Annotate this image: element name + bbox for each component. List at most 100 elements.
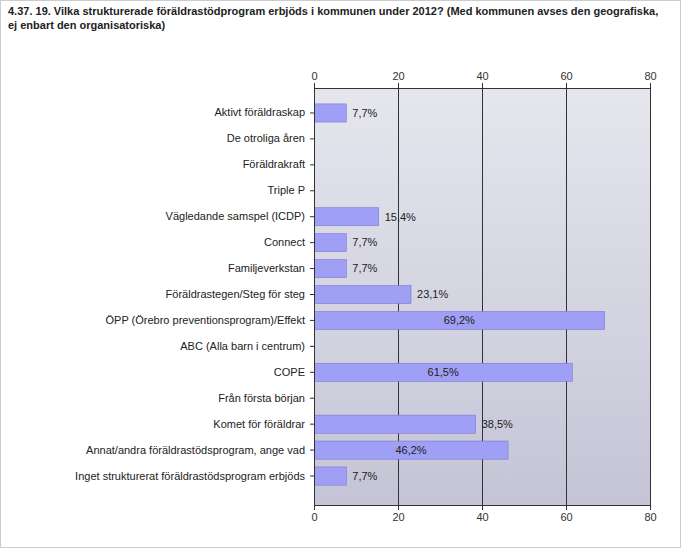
tick-mark [310,476,314,477]
tick-label: 20 [392,70,404,82]
category-label: Föräldrastegen/Steg för steg [166,288,305,300]
category-label: Föräldrakraft [243,158,305,170]
tick-label: 40 [476,70,488,82]
data-label: 7,7% [352,236,377,248]
tick: Triple P [268,184,315,196]
tick: Komet för föräldrar [213,418,314,430]
tick-mark [310,346,314,347]
tick-mark [310,450,314,451]
tick-mark [482,83,483,88]
grid-line [566,88,567,505]
axis-line [315,88,651,89]
tick: Aktivt föräldraskap [215,106,314,118]
tick: Föräldrastegen/Steg för steg [166,288,314,300]
data-label: 69,2% [444,314,475,326]
tick-mark [398,83,399,88]
tick-mark [310,398,314,399]
tick-label: 0 [311,511,317,523]
top-axis: 0 20 40 60 80 [311,70,656,89]
data-label: 23,1% [417,288,448,300]
bar [314,363,572,381]
tick-label: 20 [392,511,404,523]
tick-mark [650,505,651,510]
category-label: Komet för föräldrar [213,418,305,430]
tick-mark [310,424,314,425]
tick-mark [566,83,567,88]
category-label: Från första början [218,392,305,404]
data-label: 7,7% [352,470,377,482]
data-label: 38,5% [482,418,513,430]
category-label: ÖPP (Örebro preventionsprogram)/Effekt [105,314,305,326]
tick-label: 80 [644,511,656,523]
category-label: ABC (Alla barn i centrum) [180,340,305,352]
tick: Familjeverkstan [228,262,314,274]
data-label: 46,2% [395,444,426,456]
tick-mark [650,83,651,88]
tick-label: 40 [476,511,488,523]
tick-mark [310,320,314,321]
tick-mark [310,112,314,113]
axis-line [314,101,315,490]
tick-mark [310,216,314,217]
title: 4.37. 19. Vilka strukturerade föräldrast… [8,5,658,31]
tick-mark [310,268,314,269]
bar [314,441,508,459]
tick-mark [310,164,314,165]
tick: Föräldrakraft [243,158,314,170]
tick: 80 [644,70,656,88]
tick: Vägledande samspel (ICDP) [166,210,314,222]
tick: De otroliga åren [227,132,314,144]
tick-mark [482,505,483,510]
tick-mark [314,83,315,88]
bar [314,285,411,303]
tick: ÖPP (Örebro preventionsprogram)/Effekt [105,314,314,326]
bar [314,104,346,122]
tick: Annat/andra föräldrastödsprogram, ange v… [86,444,314,456]
category-axis: Aktivt föräldraskap De otroliga åren Föräl… [75,101,314,490]
tick: Från första början [218,392,314,404]
data-label: 61,5% [428,366,459,378]
panel [1,1,681,548]
data-label: 15,4% [385,211,416,223]
category-label: De otroliga åren [227,132,305,144]
bars [314,104,605,485]
tick: 20 [392,70,404,88]
tick: Connect [264,236,314,248]
tick-mark [310,372,314,373]
data-label: 7,7% [352,262,377,274]
category-label: Annat/andra föräldrastödsprogram, ange v… [86,444,305,456]
tick: 60 [560,505,572,523]
tick-mark [310,138,314,139]
tick: 20 [392,505,404,523]
category-label: Triple P [268,184,306,196]
bar [314,208,379,226]
tick-label: 80 [644,70,656,82]
category-label: Familjeverkstan [228,262,305,274]
grid-line [314,88,315,505]
title-line: 4.37. 19. Vilka strukturerade föräldrast… [8,5,658,17]
data-label: 7,7% [352,107,377,119]
category-label: COPE [274,366,305,378]
category-label: Vägledande samspel (ICDP) [166,210,305,222]
bar [314,311,605,329]
tick-mark [310,242,314,243]
tick: 80 [644,505,656,523]
tick: 0 [311,70,317,88]
tick: COPE [274,366,314,378]
tick-mark [314,505,315,510]
category-label: Inget strukturerat föräldrastödsprogram … [75,470,305,482]
category-label: Connect [264,236,305,248]
data-labels: 7,7% 15,4% 7,7% 7,7% 23,1% 69,2% 61,5% 38,5% 46,… [352,107,513,482]
bar [314,259,346,277]
tick-label: 0 [311,70,317,82]
tick-mark [398,505,399,510]
category-label: Aktivt föräldraskap [215,106,305,118]
tick: Inget strukturerat föräldrastödsprogram … [75,470,314,482]
tick: 60 [560,70,572,88]
tick: 40 [476,70,488,88]
tick-mark [310,294,314,295]
tick: 40 [476,505,488,523]
bar [314,467,346,485]
tick-label: 60 [560,511,572,523]
grid-line [650,88,651,505]
